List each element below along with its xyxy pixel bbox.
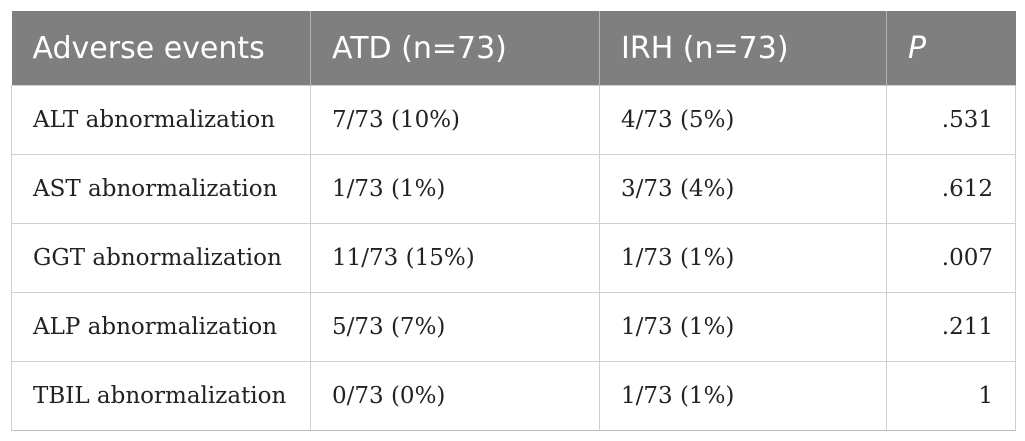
- cell-irh: 1/73 (1%): [599, 223, 887, 293]
- table-row: TBIL abnormalization 0/73 (0%) 1/73 (1%)…: [11, 361, 1016, 431]
- cell-irh: 4/73 (5%): [599, 85, 887, 155]
- table-header: Adverse events ATD (n=73) IRH (n=73) P: [11, 11, 1016, 86]
- cell-event: AST abnormalization: [11, 154, 311, 224]
- header-irh: IRH (n=73): [599, 11, 887, 86]
- header-row: Adverse events ATD (n=73) IRH (n=73) P: [11, 11, 1016, 86]
- table-row: ALT abnormalization 7/73 (10%) 4/73 (5%)…: [11, 85, 1016, 155]
- cell-atd: 7/73 (10%): [310, 85, 600, 155]
- cell-irh: 3/73 (4%): [599, 154, 887, 224]
- table-row: GGT abnormalization 11/73 (15%) 1/73 (1%…: [11, 223, 1016, 293]
- cell-event: TBIL abnormalization: [11, 361, 311, 431]
- cell-event: ALP abnormalization: [11, 292, 311, 362]
- cell-p-value: 1: [886, 361, 1016, 431]
- cell-irh: 1/73 (1%): [599, 361, 887, 431]
- cell-irh: 1/73 (1%): [599, 292, 887, 362]
- header-adverse-events: Adverse events: [11, 11, 311, 86]
- table-row: AST abnormalization 1/73 (1%) 3/73 (4%) …: [11, 154, 1016, 224]
- cell-p-value: .612: [886, 154, 1016, 224]
- adverse-events-table: Adverse events ATD (n=73) IRH (n=73) P A…: [11, 11, 1016, 431]
- header-p-value: P: [886, 11, 1016, 86]
- cell-event: ALT abnormalization: [11, 85, 311, 155]
- cell-atd: 1/73 (1%): [310, 154, 600, 224]
- header-atd: ATD (n=73): [310, 11, 600, 86]
- cell-atd: 11/73 (15%): [310, 223, 600, 293]
- cell-atd: 0/73 (0%): [310, 361, 600, 431]
- cell-p-value: .211: [886, 292, 1016, 362]
- table-row: ALP abnormalization 5/73 (7%) 1/73 (1%) …: [11, 292, 1016, 362]
- table-body: ALT abnormalization 7/73 (10%) 4/73 (5%)…: [11, 85, 1016, 431]
- cell-p-value: .007: [886, 223, 1016, 293]
- cell-event: GGT abnormalization: [11, 223, 311, 293]
- cell-p-value: .531: [886, 85, 1016, 155]
- cell-atd: 5/73 (7%): [310, 292, 600, 362]
